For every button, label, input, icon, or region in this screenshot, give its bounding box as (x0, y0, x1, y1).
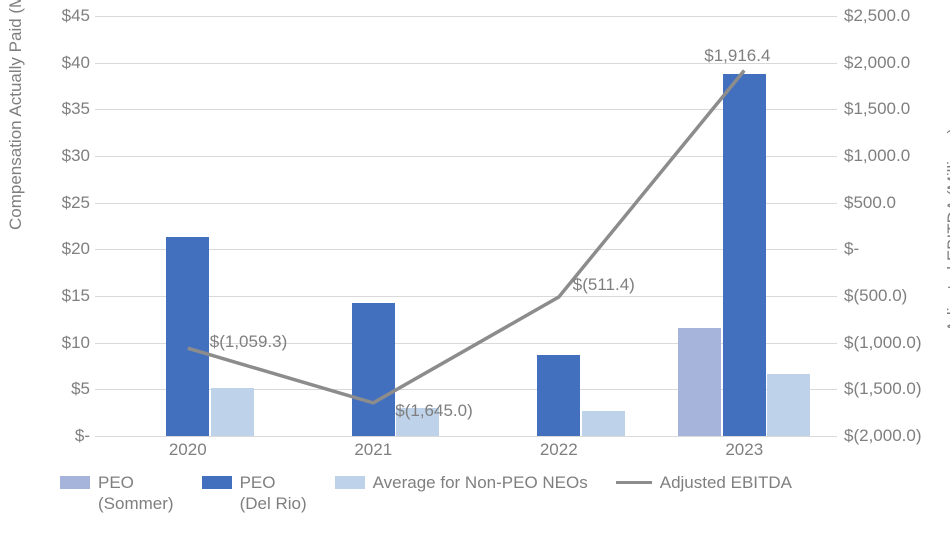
y-left-tick-label: $30 (35, 146, 90, 166)
line-data-label: $(1,059.3) (210, 332, 288, 352)
y-right-tick-label: $2,000.0 (844, 53, 910, 73)
x-tick-label: 2021 (354, 440, 392, 460)
legend-item: PEO(Del Rio) (202, 472, 307, 515)
y-right-tick-label: $1,500.0 (844, 99, 910, 119)
x-tick-label: 2020 (169, 440, 207, 460)
legend-swatch (60, 476, 90, 489)
legend-item: Average for Non-PEO NEOs (335, 472, 588, 493)
y-left-tick-label: $45 (35, 6, 90, 26)
legend-label: Average for Non-PEO NEOs (373, 472, 588, 493)
y-left-tick-label: $10 (35, 333, 90, 353)
y-right-tick-label: $(1,500.0) (844, 379, 922, 399)
y-left-axis-title: Compensation Actually Paid (Millions) (6, 0, 26, 230)
compensation-vs-ebitda-chart: Compensation Actually Paid (Millions) Ad… (0, 0, 950, 536)
y-right-axis-title: Adjusted EBITDA (Millions) (944, 128, 950, 332)
gridline (95, 436, 837, 437)
y-right-tick-label: $(2,000.0) (844, 426, 922, 446)
legend-label: PEO(Sommer) (98, 472, 174, 515)
line-series (95, 16, 837, 436)
y-left-tick-label: $35 (35, 99, 90, 119)
legend-item: PEO(Sommer) (60, 472, 174, 515)
plot-area: $(1,059.3) $(1,645.0) $(511.4) $1,916.4 (95, 16, 837, 436)
legend-line-icon (616, 481, 652, 484)
x-tick-label: 2022 (540, 440, 578, 460)
x-tick-label: 2023 (725, 440, 763, 460)
y-left-tick-label: $25 (35, 193, 90, 213)
y-right-tick-label: $(500.0) (844, 286, 907, 306)
y-right-tick-label: $500.0 (844, 193, 896, 213)
legend-swatch (202, 476, 232, 489)
legend-label: PEO(Del Rio) (240, 472, 307, 515)
y-right-tick-label: $- (844, 239, 859, 259)
legend-item: Adjusted EBITDA (616, 472, 792, 493)
line-data-label: $(511.4) (573, 275, 635, 295)
y-left-tick-label: $40 (35, 53, 90, 73)
y-left-tick-label: $15 (35, 286, 90, 306)
y-left-tick-label: $20 (35, 239, 90, 259)
line-data-label: $1,916.4 (704, 46, 770, 66)
y-right-tick-label: $2,500.0 (844, 6, 910, 26)
legend-label: Adjusted EBITDA (660, 472, 792, 493)
legend-swatch (335, 476, 365, 489)
y-left-tick-label: $5 (35, 379, 90, 399)
line-data-label: $(1,645.0) (395, 401, 473, 421)
y-right-tick-label: $1,000.0 (844, 146, 910, 166)
y-right-tick-label: $(1,000.0) (844, 333, 922, 353)
legend: PEO(Sommer) PEO(Del Rio) Average for Non-P… (60, 472, 930, 515)
y-left-tick-label: $- (35, 426, 90, 446)
